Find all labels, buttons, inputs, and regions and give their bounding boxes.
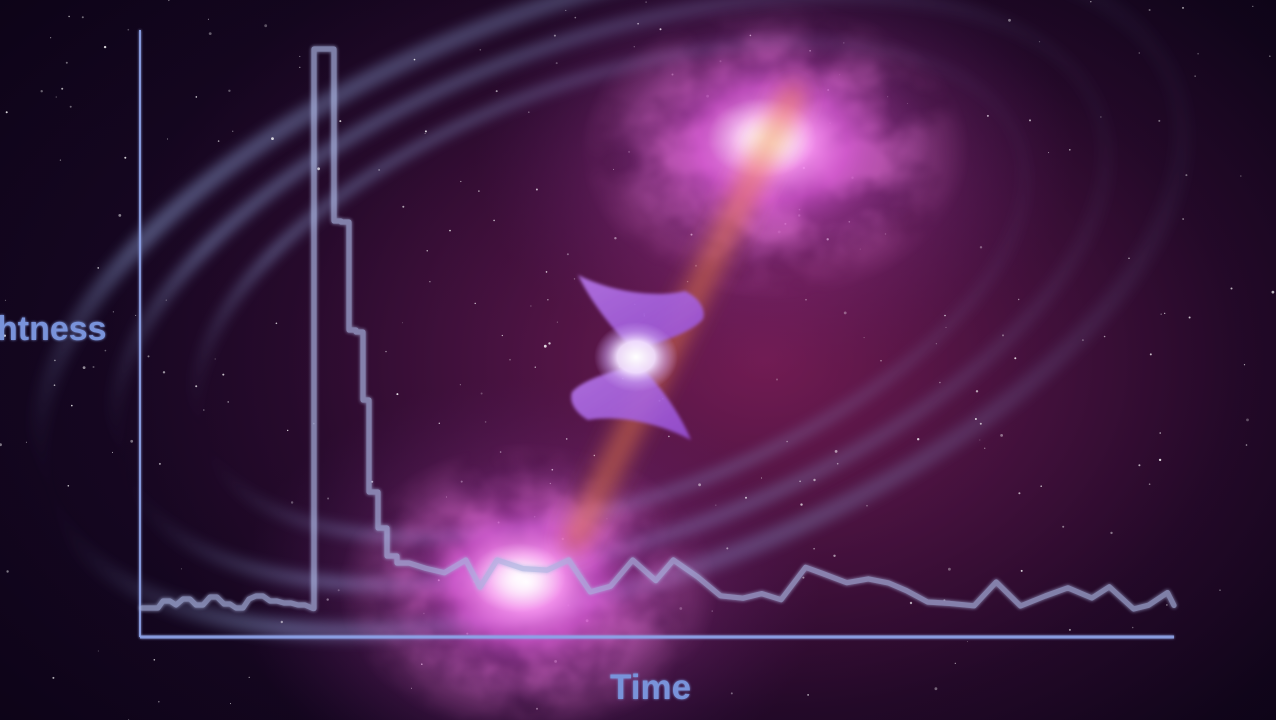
svg-text:Brightness: Brightness — [0, 310, 107, 348]
svg-text:Time: Time — [610, 668, 691, 707]
